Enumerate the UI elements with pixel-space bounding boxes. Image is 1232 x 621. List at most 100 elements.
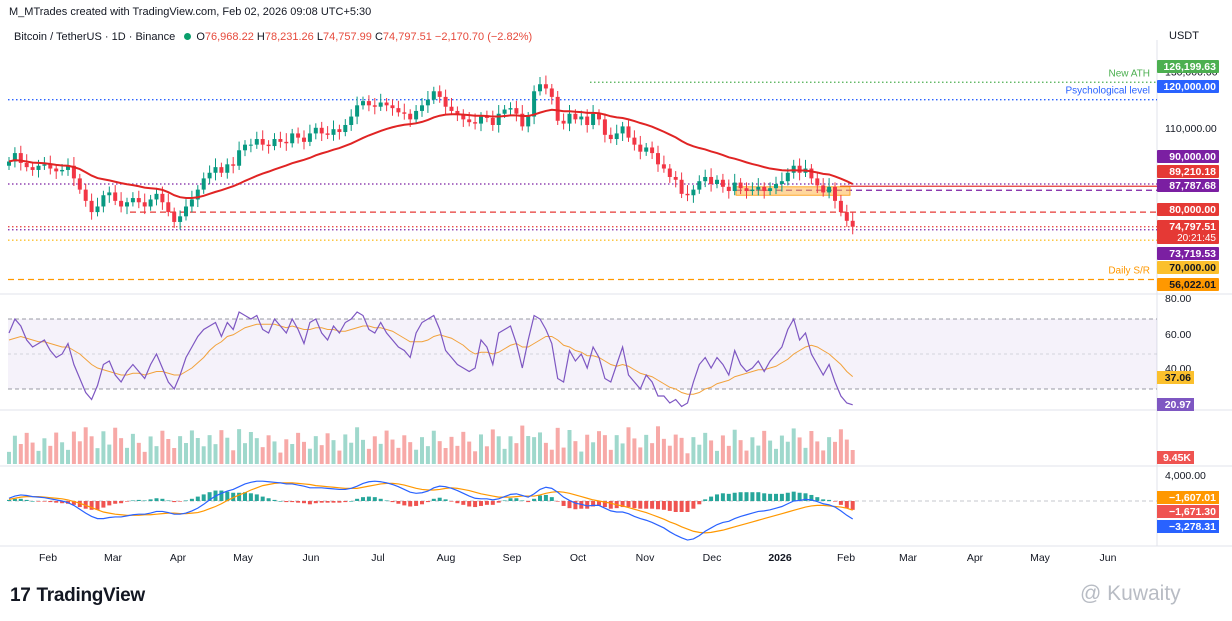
- candle-body: [319, 127, 324, 134]
- candle-body: [231, 164, 236, 166]
- time-axis-tick: 2026: [768, 552, 792, 564]
- volume-bar: [561, 447, 566, 464]
- volume-bar: [361, 439, 365, 464]
- candle-body: [113, 192, 118, 201]
- volume-tag-value: 9.45K: [1163, 452, 1191, 464]
- candle-body: [720, 179, 725, 187]
- macd-histogram-bar: [408, 501, 413, 507]
- volume-bar: [661, 438, 666, 464]
- volume-bar: [266, 435, 271, 464]
- volume-bar: [673, 434, 678, 464]
- time-axis-tick: Nov: [636, 552, 655, 564]
- volume-bar: [567, 430, 572, 464]
- volume-bar: [779, 435, 784, 464]
- volume-bar: [715, 450, 719, 464]
- candle-body: [667, 168, 672, 177]
- macd-histogram-bar: [762, 493, 767, 501]
- macd-histogram-bar: [602, 501, 607, 508]
- ema-line: [8, 108, 854, 200]
- volume-bar: [95, 448, 100, 464]
- volume-bar: [284, 439, 289, 464]
- macd-histogram-bar: [260, 496, 265, 501]
- candle-body: [821, 185, 826, 193]
- macd-histogram-bar: [549, 497, 554, 501]
- macd-histogram-bar: [307, 501, 312, 505]
- candle-body: [331, 129, 336, 135]
- candle-body: [785, 172, 790, 182]
- candle-body: [473, 122, 478, 124]
- macd-histogram-bar: [154, 498, 159, 501]
- volume-bar: [815, 441, 820, 464]
- candle-body: [774, 184, 778, 189]
- macd-histogram-bar: [71, 501, 76, 505]
- open-value: 76,968.22: [204, 31, 254, 43]
- time-axis-tick: Apr: [967, 552, 984, 564]
- volume-bar: [785, 441, 790, 464]
- time-axis-tick: Mar: [899, 552, 918, 564]
- macd-histogram-bar: [130, 500, 135, 502]
- symbol-title[interactable]: Bitcoin / TetherUS · 1D · Binance: [14, 31, 176, 43]
- candle-body: [219, 167, 224, 173]
- candle-body: [7, 161, 11, 166]
- candle-body: [408, 113, 413, 120]
- macd-histogram-bar: [473, 501, 478, 508]
- candle-body: [207, 172, 212, 179]
- macd-histogram-bar: [266, 498, 271, 501]
- volume-bar: [644, 434, 649, 464]
- volume-bar: [213, 444, 218, 464]
- volume-bar: [420, 437, 424, 464]
- candle-body: [18, 153, 23, 163]
- volume-bar: [608, 449, 613, 464]
- volume-bar: [620, 443, 625, 464]
- volume-bar: [7, 451, 11, 464]
- volume-bar: [461, 431, 466, 464]
- candle-body: [296, 133, 301, 138]
- volume-bar: [184, 443, 188, 464]
- volume-bar: [24, 432, 29, 464]
- volume-bar: [66, 449, 70, 464]
- macd-histogram-bar: [656, 501, 660, 510]
- candle-body: [437, 91, 442, 97]
- volume-bar: [502, 448, 507, 464]
- volume-bar: [355, 427, 360, 464]
- volume-bar: [130, 433, 135, 464]
- macd-histogram-bar: [378, 498, 383, 501]
- macd-histogram-bar: [18, 498, 23, 501]
- macd-histogram-bar: [160, 498, 165, 501]
- candle-body: [89, 200, 94, 213]
- candle-body: [154, 193, 159, 200]
- candle-body: [307, 133, 312, 142]
- candle-body: [325, 133, 330, 135]
- candle-body: [850, 220, 855, 227]
- candle-body: [715, 179, 719, 184]
- tradingview-logo[interactable]: 17 TradingView: [10, 585, 145, 607]
- candle-body: [608, 134, 613, 140]
- volume-bar: [538, 432, 542, 464]
- candle-body: [402, 112, 407, 114]
- candle-body: [579, 116, 584, 120]
- volume-bar: [650, 443, 655, 464]
- volume-bar: [54, 432, 59, 464]
- volume-bar: [396, 447, 401, 464]
- macd-histogram-bar: [803, 493, 808, 501]
- candle-body: [390, 105, 395, 109]
- macd-histogram-bar: [231, 492, 236, 501]
- candle-body: [372, 105, 377, 107]
- volume-bar: [101, 431, 106, 464]
- candle-body: [833, 186, 837, 201]
- candle-body: [585, 116, 590, 125]
- chart-credit: M_MTrades created with TradingView.com, …: [9, 6, 372, 18]
- macd-histogram-bar: [60, 501, 65, 504]
- macd-histogram-bar: [148, 499, 153, 501]
- volume-bar: [83, 427, 88, 464]
- volume-bar: [125, 447, 129, 464]
- macd-histogram-bar: [626, 501, 631, 508]
- macd-histogram-bar: [107, 501, 112, 506]
- candle-body: [738, 182, 743, 189]
- time-axis-tick: Jun: [303, 552, 320, 564]
- volume-bar: [402, 435, 407, 464]
- candle-body: [614, 133, 619, 140]
- macd-histogram-bar: [302, 501, 306, 504]
- candle-body: [508, 108, 513, 110]
